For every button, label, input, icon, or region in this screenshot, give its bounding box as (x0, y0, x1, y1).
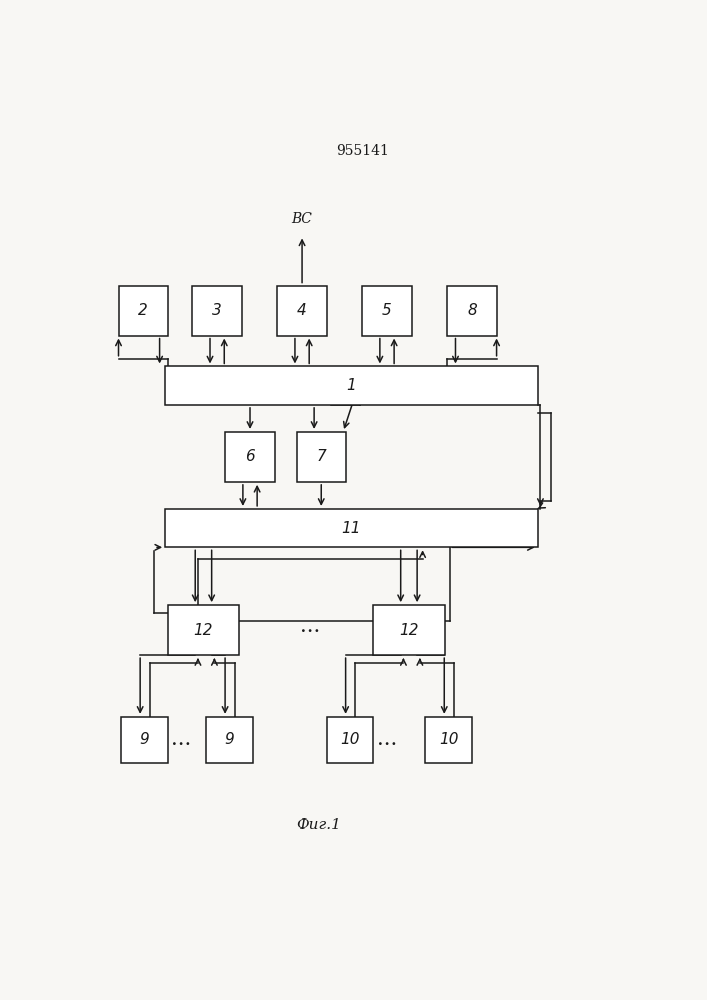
Text: Фиг.1: Фиг.1 (296, 818, 341, 832)
FancyBboxPatch shape (165, 366, 538, 405)
FancyBboxPatch shape (119, 286, 168, 336)
FancyBboxPatch shape (426, 717, 472, 763)
Text: ВС: ВС (291, 212, 312, 226)
Text: 7: 7 (316, 449, 326, 464)
Text: 9: 9 (225, 732, 234, 747)
Text: 2: 2 (139, 303, 148, 318)
Text: 12: 12 (399, 623, 419, 638)
FancyBboxPatch shape (327, 717, 373, 763)
Text: 10: 10 (340, 732, 360, 747)
Text: ...: ... (300, 617, 320, 636)
Text: 5: 5 (382, 303, 392, 318)
FancyBboxPatch shape (192, 286, 242, 336)
FancyBboxPatch shape (122, 717, 168, 763)
FancyBboxPatch shape (168, 605, 239, 655)
Text: 12: 12 (194, 623, 214, 638)
FancyBboxPatch shape (277, 286, 327, 336)
FancyBboxPatch shape (297, 432, 346, 482)
FancyBboxPatch shape (373, 605, 445, 655)
Text: ...: ... (377, 730, 397, 749)
FancyBboxPatch shape (226, 432, 274, 482)
Text: 9: 9 (140, 732, 149, 747)
Text: 10: 10 (439, 732, 458, 747)
FancyBboxPatch shape (165, 509, 538, 547)
Text: ...: ... (171, 730, 192, 749)
Text: 4: 4 (297, 303, 307, 318)
Text: 8: 8 (467, 303, 477, 318)
Text: 3: 3 (212, 303, 222, 318)
FancyBboxPatch shape (448, 286, 496, 336)
FancyBboxPatch shape (206, 717, 253, 763)
Text: 955141: 955141 (336, 144, 389, 158)
Text: 6: 6 (245, 449, 255, 464)
Text: 11: 11 (341, 521, 361, 536)
FancyBboxPatch shape (363, 286, 411, 336)
Text: 1: 1 (346, 378, 356, 393)
